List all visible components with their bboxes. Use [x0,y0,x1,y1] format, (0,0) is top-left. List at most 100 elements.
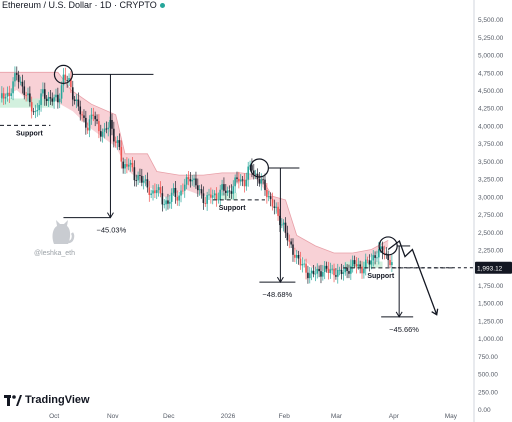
candle-body [64,74,67,81]
candle-body [90,114,93,120]
candle-body [221,184,223,190]
candle-body [120,147,123,162]
candle-body [157,187,160,191]
candle-body [275,206,277,208]
x-tick-label: Dec [163,413,175,420]
tradingview-logo-icon [4,394,22,406]
candle-body [127,164,130,167]
y-tick-label: 4,750.00 [478,70,504,77]
candle-body [226,190,229,193]
y-tick-label: 1,250.00 [478,318,504,325]
candle-body [379,246,382,249]
candle-body [75,99,78,102]
y-tick-label: 3,250.00 [478,177,504,184]
candle-body [111,119,113,129]
candle-body [191,180,194,182]
candle-body [105,128,108,130]
y-tick-label: 5,500.00 [478,17,504,24]
candle-body [374,255,376,258]
candle-body [359,264,361,267]
candle-body [170,192,173,202]
candle-body [254,173,257,175]
candle-body [30,102,33,112]
x-tick-label: Nov [107,413,119,420]
y-tick-label: 4,000.00 [478,123,504,130]
candle-body [385,253,388,255]
author-watermark: @leshka_eth [34,220,75,257]
drop-percentage-label: −45.03% [96,226,126,235]
candle-body [245,179,248,187]
candle-body [363,268,365,274]
y-tick-label: 3,500.00 [478,159,504,166]
symbol-title[interactable]: Ethereum / U.S. Dollar · 1D · CRYPTO [2,0,157,10]
candle-body [83,115,85,118]
candle-body [60,85,63,99]
candle-body [85,117,87,128]
candle-body [342,272,345,274]
drop-arrow-head [107,212,114,219]
candle-body [178,195,180,201]
candle-body [351,260,354,267]
candle-body [318,268,320,272]
candle-body [141,175,143,183]
candle-body [53,97,55,102]
candle-body [320,271,322,277]
candle-body [344,267,347,273]
projection-path [387,239,438,315]
y-tick-label: 4,250.00 [478,106,504,113]
candle-body [183,184,186,191]
market-status-icon [159,3,165,9]
candle-body [10,93,12,96]
candle-body [94,115,96,120]
x-tick-label: Mar [331,413,343,420]
candle-body [277,206,279,216]
candle-body [305,263,307,273]
candle-body [346,267,348,272]
x-tick-label: Oct [49,413,59,420]
candle-body [47,97,50,101]
candle-body [282,222,285,225]
candle-body [353,260,356,265]
tradingview-branding[interactable]: TradingView [4,394,90,406]
candle-body [113,128,115,142]
candle-body [98,121,100,132]
candle-body [297,254,300,259]
candle-body [135,180,138,181]
candle-body [335,275,337,277]
candle-body [70,78,72,88]
candle-body [361,266,363,274]
candle-body [325,265,328,269]
candle-body [323,265,326,273]
candle-body [348,271,350,274]
candle-body [79,106,82,115]
candle-body [57,94,59,103]
support-fill-zone [0,98,55,108]
candle-body [208,194,210,196]
candle-body [215,193,218,200]
y-tick-label: 5,000.00 [478,53,504,60]
candle-body [14,73,16,82]
candle-body [288,240,291,242]
y-tick-label: 3,750.00 [478,141,504,148]
candle-body [228,190,231,192]
candle-body [167,200,169,204]
candle-body [301,264,304,266]
tradingview-label: TradingView [25,394,90,406]
candle-body [36,110,39,112]
candle-body [81,114,83,116]
candle-body [189,179,192,182]
candle-body [219,189,222,200]
candle-body [126,164,128,167]
y-tick-label: 1,750.00 [478,283,504,290]
candle-body [333,268,335,276]
candle-body [381,246,384,253]
candle-body [92,114,95,116]
candle-body [202,193,205,203]
candle-body [316,268,319,274]
current-price-tag [475,261,512,274]
candle-body [133,167,136,181]
candle-body [38,104,40,111]
candle-body [376,257,378,259]
candle-body [45,98,48,101]
